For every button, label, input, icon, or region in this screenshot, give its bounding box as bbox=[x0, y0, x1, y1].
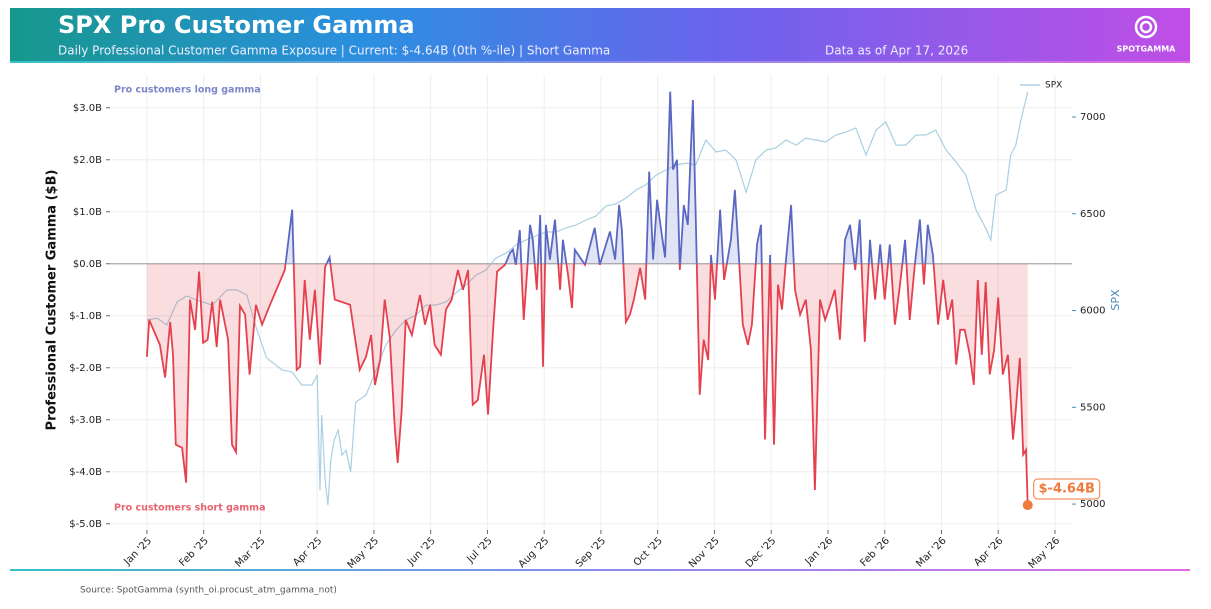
x-tick-label: Jul '25 bbox=[464, 535, 494, 565]
y2-tick-label: 6000 bbox=[1080, 306, 1105, 317]
end-label-box bbox=[1033, 478, 1101, 500]
annotation: Pro customers long gamma bbox=[114, 85, 261, 96]
x-tick-label: Apr '26 bbox=[972, 535, 1005, 568]
y-tick-label: $3.0B bbox=[73, 103, 102, 114]
x-tick-label: Jan '26 bbox=[803, 535, 836, 568]
x-tick-label: Apr '25 bbox=[291, 535, 324, 568]
end-marker bbox=[1022, 500, 1033, 511]
header-band bbox=[10, 8, 1190, 62]
y-tick-label: $0.0B bbox=[73, 259, 102, 270]
y-tick-label: $-2.0B bbox=[69, 363, 102, 374]
y-axis-label: Professional Customer Gamma ($B) bbox=[45, 170, 60, 431]
y-tick-label: $2.0B bbox=[73, 155, 102, 166]
y2-tick-label: 5000 bbox=[1080, 499, 1105, 510]
x-tick-label: Mar '25 bbox=[233, 535, 267, 569]
y2-tick-label: 7000 bbox=[1080, 112, 1105, 123]
legend-label: SPX bbox=[1045, 81, 1062, 91]
x-tick-label: May '25 bbox=[346, 535, 382, 571]
x-tick-label: Mar '26 bbox=[914, 535, 948, 569]
y2-axis-label: SPX bbox=[1109, 289, 1122, 311]
annotation: Pro customers short gamma bbox=[114, 503, 266, 514]
line-positive bbox=[284, 91, 935, 264]
date-note: Data as of Apr 17, 2026 bbox=[825, 44, 968, 58]
x-tick-label: Oct '25 bbox=[632, 535, 665, 568]
y2-tick-label: 6500 bbox=[1080, 209, 1105, 220]
x-tick-label: Feb '26 bbox=[858, 535, 891, 568]
y-tick-label: $-5.0B bbox=[69, 519, 102, 530]
brand: SPOTGAMMA bbox=[1117, 45, 1177, 54]
line-negative bbox=[146, 263, 1029, 506]
x-tick-label: Aug '25 bbox=[517, 535, 552, 570]
chart-title: SPX Pro Customer Gamma bbox=[58, 11, 415, 39]
brand-logo bbox=[1134, 15, 1158, 39]
header-rule bbox=[10, 61, 1190, 63]
x-tick-label: Jun '25 bbox=[405, 535, 438, 568]
source-note: Source: SpotGamma (synth_oi.procust_atm_… bbox=[80, 586, 337, 596]
x-tick-label: Nov '25 bbox=[687, 535, 722, 570]
y-tick-label: $-3.0B bbox=[69, 415, 102, 426]
y2-tick-label: 5500 bbox=[1080, 402, 1105, 413]
end-label: $-4.64B bbox=[1039, 482, 1095, 497]
y-tick-label: $-4.0B bbox=[69, 467, 102, 478]
chart-subtitle: Daily Professional Customer Gamma Exposu… bbox=[58, 44, 610, 58]
x-tick-label: Feb '25 bbox=[177, 535, 210, 568]
line bbox=[146, 91, 1029, 506]
area-negative bbox=[146, 263, 1028, 505]
x-tick-label: Dec '25 bbox=[744, 535, 779, 570]
y-tick-label: $1.0B bbox=[73, 207, 102, 218]
footer-rule bbox=[10, 569, 1190, 571]
y-tick-label: $-1.0B bbox=[69, 311, 102, 322]
x-tick-label: Sep '25 bbox=[574, 535, 608, 569]
x-tick-label: May '26 bbox=[1027, 535, 1063, 571]
x-tick-label: Jan '25 bbox=[122, 535, 155, 568]
